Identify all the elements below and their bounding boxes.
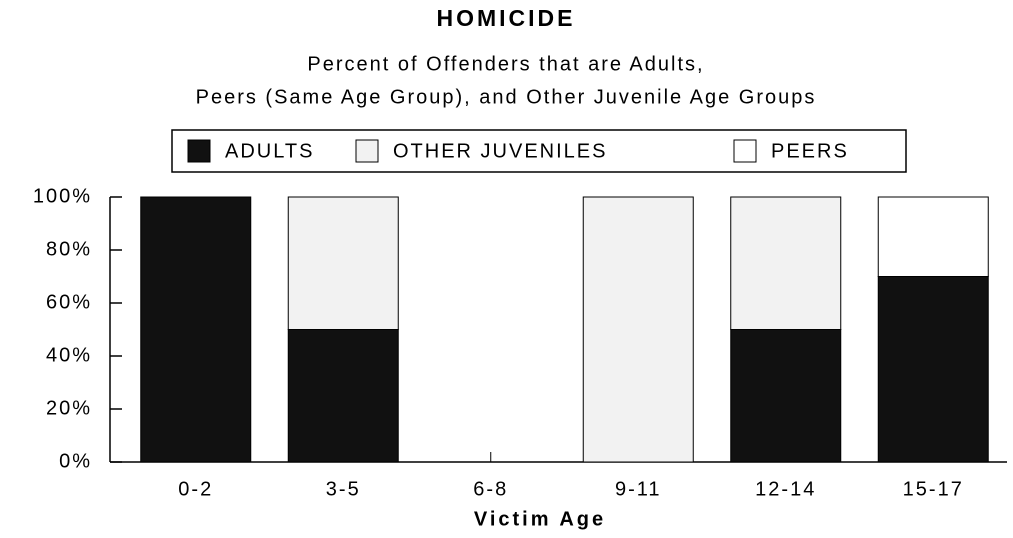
y-tick-label: 100% [33, 185, 92, 207]
legend-label: ADULTS [225, 140, 314, 162]
x-tick-label: 6-8 [473, 478, 508, 500]
x-tick-label: 12-14 [755, 478, 816, 500]
legend-swatch [187, 139, 211, 163]
x-axis-label: Victim Age [474, 508, 606, 530]
chart-subtitle: Peers (Same Age Group), and Other Juveni… [196, 86, 817, 108]
bar-segment [877, 196, 989, 277]
x-tick-label: 9-11 [615, 478, 662, 500]
y-tick-label: 0% [59, 450, 92, 472]
bar-segment [582, 196, 694, 463]
bar-segment [730, 196, 842, 330]
bar-segment [140, 196, 252, 463]
x-tick-label: 0-2 [178, 478, 213, 500]
bar-segment [287, 196, 399, 330]
y-tick-label: 20% [46, 397, 92, 419]
legend-swatch [355, 139, 379, 163]
legend-swatch [733, 139, 757, 163]
y-tick-label: 40% [46, 344, 92, 366]
legend-label: PEERS [771, 140, 849, 162]
bar-segment [287, 329, 399, 463]
chart-title: HOMICIDE [437, 5, 576, 31]
legend-label: OTHER JUVENILES [393, 140, 607, 162]
bar-segment [877, 276, 989, 463]
y-tick-label: 60% [46, 291, 92, 313]
y-tick-label: 80% [46, 238, 92, 260]
chart-subtitle: Percent of Offenders that are Adults, [307, 53, 704, 75]
x-tick-label: 3-5 [326, 478, 361, 500]
x-tick-label: 15-17 [903, 478, 964, 500]
legend-box [171, 129, 907, 173]
bar-segment [730, 329, 842, 463]
